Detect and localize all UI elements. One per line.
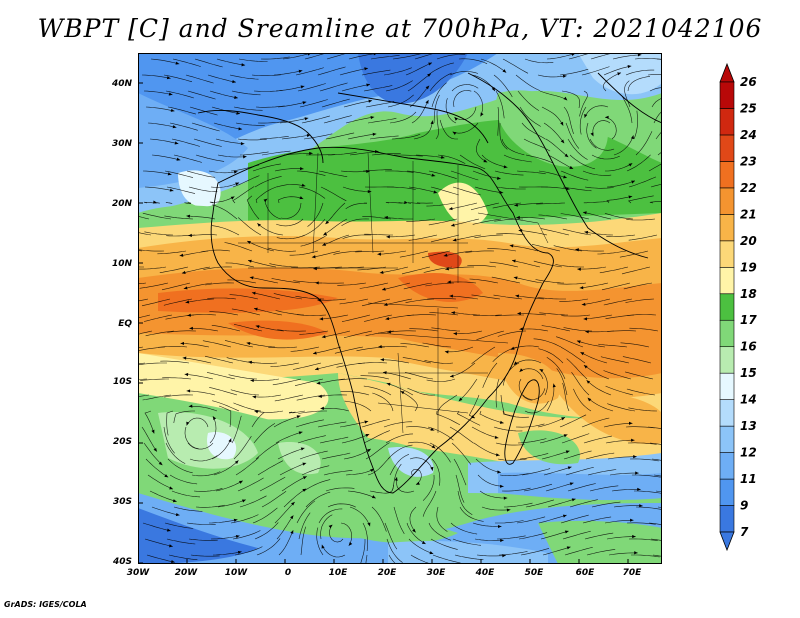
lat-label: 20N xyxy=(111,199,132,209)
colorbar-swatch xyxy=(719,399,735,427)
colorbar-level-label: 19 xyxy=(740,260,757,274)
colorbar-swatch xyxy=(719,187,735,215)
colorbar-level-label: 16 xyxy=(740,340,757,354)
colorbar-swatch xyxy=(719,81,735,109)
colorbar-swatch xyxy=(719,425,735,453)
colorbar-level-label: 15 xyxy=(740,366,757,380)
colorbar-level-label: 26 xyxy=(740,75,757,89)
lat-label: 40N xyxy=(111,79,132,89)
colorbar-max-arrow xyxy=(719,62,735,83)
colorbar-level-label: 24 xyxy=(740,128,757,142)
lat-label: 40S xyxy=(112,557,132,567)
colorbar-level-label: 7 xyxy=(740,525,749,539)
colorbar-swatch xyxy=(719,505,735,533)
lon-label: 10W xyxy=(224,568,248,578)
lon-label: 30E xyxy=(426,568,446,578)
colorbar-swatch xyxy=(719,293,735,321)
lon-label: 20E xyxy=(377,568,397,578)
colorbar-swatch xyxy=(719,478,735,506)
colorbar-swatch xyxy=(719,240,735,268)
weather-map xyxy=(138,53,662,564)
colorbar-level-label: 11 xyxy=(740,472,757,486)
lon-label: 0 xyxy=(284,568,292,578)
lat-label: 20S xyxy=(112,437,132,447)
colorbar-level-label: 17 xyxy=(740,313,757,327)
colorbar-level-label: 22 xyxy=(740,181,757,195)
lon-label: 20W xyxy=(174,568,198,578)
colorbar-swatch xyxy=(719,346,735,374)
colorbar-swatch xyxy=(719,108,735,136)
lat-label: 10N xyxy=(111,259,132,269)
lat-label: 10S xyxy=(112,377,132,387)
colorbar-swatch xyxy=(719,161,735,189)
lon-label: 10E xyxy=(328,568,348,578)
colorbar-swatch xyxy=(719,452,735,480)
colorbar-level-label: 12 xyxy=(740,446,757,460)
colorbar-level-label: 9 xyxy=(740,499,748,513)
colorbar-level-label: 23 xyxy=(740,154,757,168)
colorbar-level-label: 13 xyxy=(740,419,757,433)
colorbar-level-label: 14 xyxy=(740,393,757,407)
colorbar-swatch xyxy=(719,319,735,348)
colorbar-swatch xyxy=(719,214,735,242)
lat-label: 30N xyxy=(111,139,132,149)
colorbar-level-label: 25 xyxy=(740,101,757,115)
chart-title: WBPT [C] and Sreamline at 700hPa, VT: 20… xyxy=(37,14,763,43)
lat-label: 30S xyxy=(112,497,132,507)
lon-label: 50E xyxy=(524,568,544,578)
lon-label: 40E xyxy=(475,568,495,578)
colorbar-swatch xyxy=(719,134,735,162)
colorbar-level-label: 20 xyxy=(740,234,757,248)
lon-label: 60E xyxy=(575,568,595,578)
colorbar-legend: 7 9 11 12 13 14 15 16 17 18 19 20 21 22 23 24 25 26 xyxy=(718,62,770,562)
axis-ticks xyxy=(138,82,629,564)
map-frame xyxy=(138,53,662,564)
colorbar-min-arrow xyxy=(719,531,735,552)
colorbar-swatch xyxy=(719,266,735,295)
lat-label: EQ xyxy=(118,319,132,329)
colorbar-level-label: 21 xyxy=(740,207,757,221)
colorbar-level-label: 18 xyxy=(740,287,757,301)
lon-label: 70E xyxy=(622,568,642,578)
streamline-arrows xyxy=(151,53,643,564)
lon-label: 30W xyxy=(126,568,150,578)
colorbar-swatch xyxy=(719,372,735,400)
grads-credit: GrADS: IGES/COLA xyxy=(4,600,87,609)
